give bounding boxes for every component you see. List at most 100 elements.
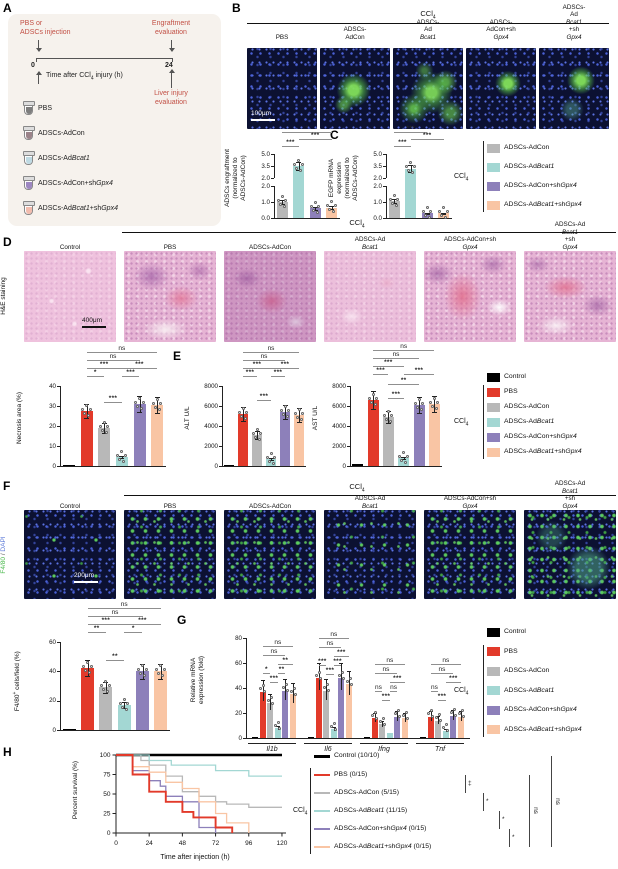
data-point xyxy=(104,430,108,434)
bar-pbs xyxy=(81,668,94,730)
scale-bar-text: 200μm xyxy=(74,572,95,579)
sig-label: ns xyxy=(386,656,394,664)
sig-label: *** xyxy=(337,648,346,656)
sig-line xyxy=(282,146,299,147)
data-point xyxy=(259,687,263,691)
data-point xyxy=(374,710,378,714)
data-point xyxy=(394,203,398,207)
data-point xyxy=(280,194,284,198)
sig-line xyxy=(373,350,435,351)
error-cap-bottom xyxy=(101,432,107,434)
data-point xyxy=(434,716,438,719)
data-point xyxy=(106,689,110,693)
legend-swatch-control xyxy=(487,627,500,637)
data-point xyxy=(375,396,378,400)
tube-icon-4 xyxy=(22,176,35,190)
y-tick xyxy=(270,202,274,203)
bar-Il1b-adcon-shgpx4 xyxy=(282,690,289,738)
x-tick-label: 24 xyxy=(146,840,154,847)
y-tick-label: 3.5 xyxy=(373,162,382,170)
error-bar xyxy=(434,395,436,413)
y-tick-label: 4000 xyxy=(204,422,218,430)
stain-overlay xyxy=(224,251,316,342)
adscs-engraftment-chart: ADSCs engraftment (normalized to ADSCs-AdC… xyxy=(224,125,348,230)
legend-swatch-adcon-shgpx4 xyxy=(487,181,500,191)
data-point xyxy=(283,404,287,408)
sig-line xyxy=(257,400,271,401)
data-point xyxy=(333,721,337,725)
error-bar xyxy=(394,199,396,204)
error-cap-top xyxy=(391,199,397,201)
gene-label: Il6 xyxy=(324,746,332,753)
data-point xyxy=(382,722,386,726)
error-cap-top xyxy=(329,206,335,208)
error-cap-top xyxy=(291,683,295,685)
gene-label: Il1b xyxy=(266,746,278,753)
data-point xyxy=(243,416,247,420)
data-point xyxy=(266,698,270,702)
error-cap-bottom xyxy=(137,412,142,414)
x-tick-label: 72 xyxy=(212,840,220,847)
data-point xyxy=(299,417,303,421)
ccl4-bracket xyxy=(483,644,484,737)
bar-adcon-shgpx4 xyxy=(133,404,146,466)
sig-line xyxy=(373,366,404,367)
data-point xyxy=(421,209,425,213)
y-tick xyxy=(382,218,386,219)
data-point xyxy=(285,689,289,692)
panel-d-header-line xyxy=(122,232,616,233)
data-point xyxy=(411,171,415,175)
data-point xyxy=(437,713,441,716)
legend-line-control xyxy=(314,754,330,758)
sig-line xyxy=(282,132,332,133)
timeline xyxy=(36,58,173,59)
y-tick xyxy=(382,202,386,203)
error-cap-bottom xyxy=(296,421,302,423)
sig-bracket-label: ns xyxy=(531,807,539,814)
tube-fill xyxy=(25,132,32,139)
image-label-5: ADSCs-Ad Bcat1 +sh Gpx4 xyxy=(554,480,586,510)
legend-label-adcon-shgpx4: ADSCs-AdCon+shGpx4 xyxy=(504,706,577,713)
error-cap-top xyxy=(121,701,127,703)
data-point xyxy=(153,405,157,409)
data-point xyxy=(429,209,433,213)
image-label-1: PBS xyxy=(163,243,177,251)
sig-line xyxy=(326,674,334,675)
y-axis-label-line-1: expression (fold) xyxy=(198,655,205,705)
bar-adcon-shgpx4 xyxy=(421,213,433,218)
y-axis xyxy=(60,642,61,730)
data-point xyxy=(401,713,405,717)
data-point xyxy=(281,412,285,416)
y-tick-label: 40 xyxy=(49,382,56,390)
sig-label: *** xyxy=(398,138,407,146)
data-point xyxy=(388,197,392,201)
sig-line xyxy=(430,673,454,674)
data-point xyxy=(440,213,444,217)
y-tick xyxy=(218,406,222,407)
sig-bracket-label: * xyxy=(502,816,505,823)
data-point xyxy=(444,215,448,219)
image-label-0: Control xyxy=(59,243,81,251)
tube-label-5: ADSCs-AdBcat1+shGpx4 xyxy=(38,205,118,212)
data-point xyxy=(262,684,266,688)
data-point xyxy=(375,716,379,720)
error-cap-top xyxy=(279,199,285,201)
legend-label-control: Control xyxy=(504,373,526,380)
data-point xyxy=(100,683,104,687)
data-point xyxy=(292,686,296,690)
stain-overlay xyxy=(224,510,316,599)
ccl4-bracket-label: CCl4 xyxy=(293,807,308,817)
y-tick-label: 1.0 xyxy=(373,198,382,206)
sig-label: *** xyxy=(99,360,109,368)
data-point xyxy=(419,407,423,411)
microscopy-image-1 xyxy=(124,510,216,599)
data-point xyxy=(386,409,390,413)
panel-d-label: D xyxy=(3,235,12,249)
error-cap-top xyxy=(254,430,260,432)
image-label-0: Control xyxy=(59,502,81,510)
sig-label: *** xyxy=(391,390,401,398)
stain-overlay xyxy=(24,510,116,599)
bar-adbcat1 xyxy=(266,459,276,466)
data-point xyxy=(295,415,299,419)
